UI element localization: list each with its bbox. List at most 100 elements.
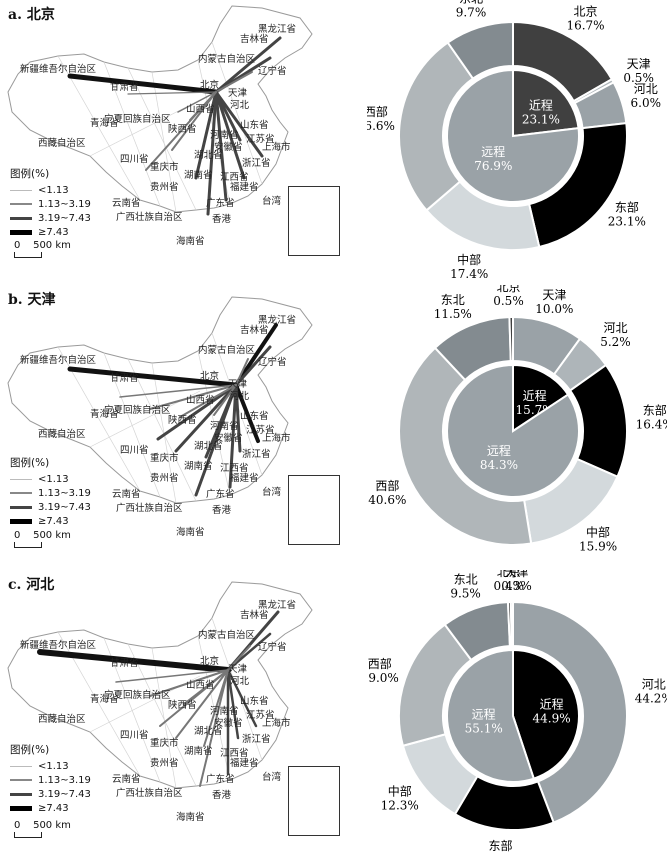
province-label: 河北 <box>230 99 250 111</box>
outer-slice-name: 东部 <box>643 402 667 417</box>
flow-line <box>156 383 238 441</box>
china-outline <box>7 296 313 504</box>
province-label: 吉林省 <box>240 33 269 45</box>
outer-slice-name: 天津 <box>505 570 529 579</box>
outer-slice-value: 10.0% <box>535 302 573 316</box>
province-label: 江西省 <box>220 171 249 183</box>
outer-slice-name: 北京 <box>496 285 520 294</box>
province-label: 重庆市 <box>150 161 179 173</box>
province-label: 江西省 <box>220 747 249 759</box>
province-label: 海南省 <box>176 235 205 247</box>
legend-item: ≥7.43 <box>10 801 91 815</box>
legend-title: 图例(%) <box>10 744 50 756</box>
flow-line <box>214 90 264 158</box>
legend-item: 3.19~7.43 <box>10 211 91 225</box>
flow-line <box>213 384 237 416</box>
province-label: 黑龙江省 <box>258 23 296 35</box>
flow-line <box>115 669 229 683</box>
inner-slice-name: 远程 <box>472 707 496 722</box>
flow-line <box>234 345 272 387</box>
legend-item: 3.19~7.43 <box>10 787 91 801</box>
outer-slice-name: 东北 <box>459 0 483 5</box>
outer-slice-name: 西部 <box>368 656 392 671</box>
province-label: 香港 <box>212 213 232 225</box>
panel-beijing: a. 北京 黑龙江省 吉林省 内蒙古自治区 辽宁省 新疆维吾尔自治区 甘肃省 北京 天津 河北山… <box>0 0 667 285</box>
province-label: 北京 <box>200 79 219 91</box>
province-label: 台湾 <box>262 195 282 207</box>
province-label: 内蒙古自治区 <box>198 629 256 641</box>
panel-tianjin: b. 天津 黑龙江省 吉林省 内蒙古自治区 辽宁省 新疆维吾尔自治区 甘肃省 北京 天津 河北山… <box>0 285 667 570</box>
province-label: 天津 <box>228 379 248 390</box>
province-label: 香港 <box>212 789 232 801</box>
panel-title: b. 天津 <box>8 292 56 308</box>
flow-line <box>234 383 260 443</box>
province-label: 湖南省 <box>184 745 213 757</box>
province-label: 新疆维吾尔自治区 <box>20 354 97 366</box>
province-label: 山西省 <box>186 394 215 406</box>
province-label: 江苏省 <box>246 709 275 721</box>
outer-slice-name: 河北 <box>634 82 658 96</box>
map-legend: 图例(%) <1.13 1.13~3.19 3.19~7.43 ≥7.43 <box>10 455 91 528</box>
province-label: 山东省 <box>240 119 269 131</box>
outer-slice-name: 东北 <box>454 573 478 587</box>
province-label: 辽宁省 <box>258 641 287 653</box>
outer-slice-name: 西部 <box>367 104 388 119</box>
flow-line <box>204 383 238 459</box>
outer-slice <box>398 41 475 212</box>
outer-slice-name: 中部 <box>586 525 610 540</box>
outer-slice-name: 西部 <box>375 478 399 493</box>
province-label: 福建省 <box>230 181 259 193</box>
province-label: 江西省 <box>220 462 249 474</box>
flow-line <box>194 90 218 180</box>
province-label: 山东省 <box>240 410 269 422</box>
province-label: 四川省 <box>120 729 149 741</box>
province-label: 贵州省 <box>150 472 179 484</box>
inner-slice-name: 近程 <box>523 388 547 403</box>
province-label: 宁夏回族自治区 <box>104 113 171 125</box>
province-label: 福建省 <box>230 472 259 484</box>
map-legend: 图例(%) <1.13 1.13~3.19 3.19~7.43 ≥7.43 <box>10 166 91 239</box>
outer-slice-value: 23.1% <box>608 215 646 229</box>
south-china-sea-inset <box>288 186 340 256</box>
province-label: 甘肃省 <box>110 81 139 93</box>
flow-line <box>175 669 229 739</box>
province-label: 河北 <box>230 675 250 687</box>
province-label: 北京 <box>200 370 219 382</box>
panel-title: a. 北京 <box>8 7 55 23</box>
flow-line <box>234 323 278 387</box>
inner-slice <box>446 363 580 498</box>
legend-item: 1.13~3.19 <box>10 773 91 787</box>
province-label: 辽宁省 <box>258 356 287 368</box>
inner-slice-value: 55.1% <box>465 722 503 736</box>
outer-slice-value: 12.3% <box>381 798 419 812</box>
panel-title: c. 河北 <box>8 577 55 593</box>
province-label: 重庆市 <box>150 452 179 464</box>
outer-slice <box>509 600 514 648</box>
province-label: 贵州省 <box>150 181 179 193</box>
inner-slice <box>446 648 536 783</box>
province-label: 吉林省 <box>240 609 269 621</box>
province-label: 西藏自治区 <box>38 137 86 149</box>
outer-slice-name: 中部 <box>388 783 412 798</box>
flow-line <box>119 384 237 398</box>
flow-line <box>203 669 229 747</box>
flow-line <box>235 358 249 386</box>
scale-bar: 0 500 km <box>14 530 71 548</box>
flow-line <box>227 645 251 671</box>
outer-slice-value: 16.4% <box>636 417 667 431</box>
province-label: 重庆市 <box>150 737 179 749</box>
outer-slice-value: 6.0% <box>631 96 662 110</box>
province-label: 湖北省 <box>194 725 223 737</box>
province-label: 浙江省 <box>242 448 271 460</box>
province-label: 广东省 <box>206 197 235 209</box>
outer-slice-name: 东部 <box>488 838 512 853</box>
inner-slice-value: 84.3% <box>480 458 518 472</box>
inner-slice-name: 近程 <box>529 97 553 112</box>
province-label: 西藏自治区 <box>38 713 86 725</box>
province-label: 北京 <box>200 655 219 667</box>
outer-slice-value: 15.9% <box>579 540 617 554</box>
province-label: 山西省 <box>186 679 215 691</box>
province-label: 新疆维吾尔自治区 <box>20 639 97 651</box>
